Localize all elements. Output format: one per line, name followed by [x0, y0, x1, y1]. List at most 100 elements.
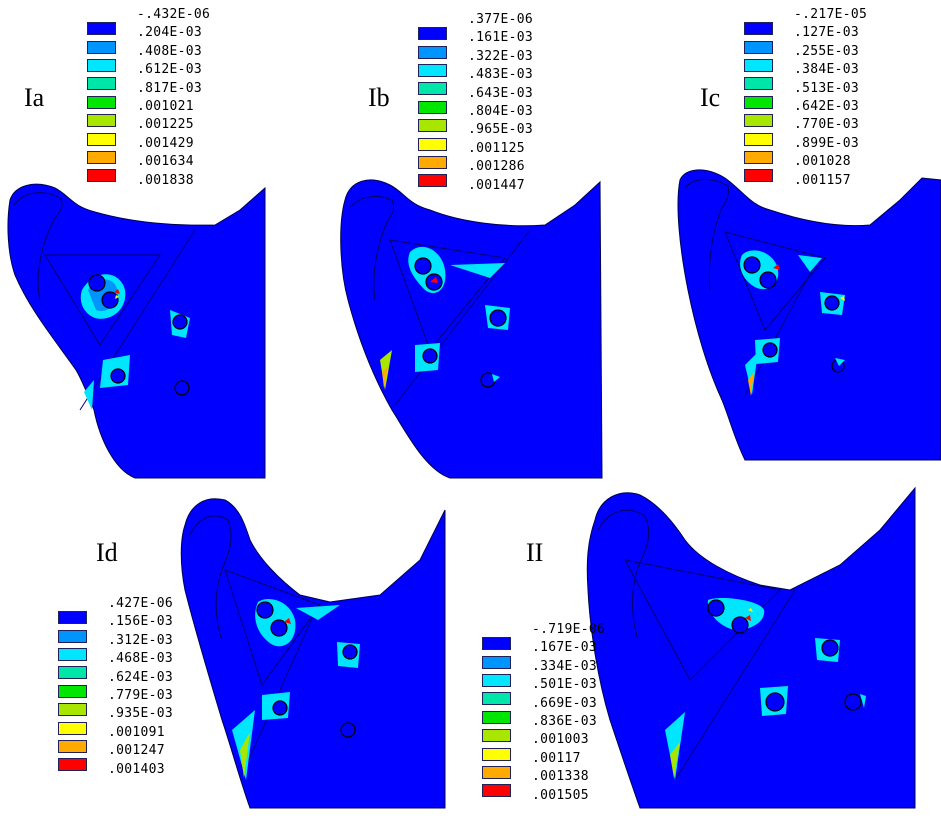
legend-value: .899E-03 [794, 135, 860, 151]
legend-color-swatch [482, 655, 511, 669]
bone-model [340, 179, 603, 479]
legend-value: .167E-03 [532, 640, 598, 656]
legend-value: .935E-03 [108, 706, 174, 722]
legend-color-swatch [418, 100, 447, 114]
legend-row: .001021 [87, 95, 247, 117]
legend-color-swatch [58, 721, 87, 735]
legend-color-swatch [87, 114, 116, 128]
legend-value: .001247 [108, 743, 165, 759]
legend-row: .156E-03 [58, 611, 218, 632]
legend-row: .001403 [58, 758, 218, 780]
legend-color-swatch [418, 174, 447, 188]
legend-row: .643E-03 [418, 82, 578, 104]
legend-value: .127E-03 [794, 25, 860, 41]
legend-value: .501E-03 [532, 677, 598, 693]
legend-color-swatch [482, 692, 511, 706]
legend-value: .468E-03 [108, 651, 174, 667]
legend-value: .384E-03 [794, 62, 860, 78]
legend-color-swatch [87, 132, 116, 146]
legend-row: .965E-03 [418, 119, 578, 140]
legend-row: .00117 [482, 747, 642, 769]
legend-row: .204E-03 [87, 22, 247, 43]
mesh-plot-ia [7, 183, 266, 479]
legend-row: .935E-03 [58, 703, 218, 724]
legend-row: .001338 [482, 766, 642, 787]
panel-ic: Ic [660, 0, 941, 470]
legend-color-swatch [482, 637, 511, 651]
legend-row: .001225 [87, 114, 247, 135]
legend-color-swatch [744, 22, 773, 36]
legend-color-swatch [58, 629, 87, 643]
legend-value: -.217E-05 [794, 7, 868, 22]
panel-ia: Ia [0, 0, 270, 480]
panel-label: Ib [368, 83, 390, 112]
legend-value: .001838 [137, 172, 194, 188]
legend-color-swatch [744, 169, 773, 183]
legend-value: .408E-03 [137, 43, 203, 59]
legend-color-swatch [58, 684, 87, 698]
legend-value: .001286 [468, 159, 525, 175]
legend-row: .642E-03 [744, 95, 904, 117]
legend-value: .001125 [468, 140, 525, 156]
legend-row: .770E-03 [744, 114, 904, 135]
legend-color-swatch [418, 119, 447, 133]
panel-label: Ia [24, 83, 45, 112]
panel-label: II [526, 538, 544, 567]
legend-row: .001838 [87, 169, 247, 191]
panel-label: Id [96, 538, 118, 567]
legend-row: .001286 [418, 156, 578, 177]
legend-value: .001157 [794, 172, 851, 188]
legend-value: .161E-03 [468, 30, 534, 46]
legend-value: .836E-03 [532, 714, 598, 729]
legend-color-swatch [58, 648, 87, 661]
legend-row: .001003 [482, 729, 642, 750]
mesh-plot-ic [677, 169, 941, 461]
legend-row: .001125 [418, 137, 578, 159]
legend-value: .001003 [532, 732, 589, 748]
legend-value: .642E-03 [794, 99, 860, 114]
legend-row: .779E-03 [58, 684, 218, 706]
legend-row: .001447 [418, 174, 578, 196]
legend-color-swatch [482, 784, 511, 798]
legend-row: .334E-03 [482, 655, 642, 677]
legend-color-swatch [418, 64, 447, 77]
legend-row: .001091 [58, 721, 218, 743]
legend-value: .255E-03 [794, 43, 860, 59]
legend-row: .669E-03 [482, 692, 642, 714]
legend-color-swatch [87, 169, 116, 183]
legend-color-swatch [87, 151, 116, 164]
legend-color-swatch [482, 729, 511, 743]
legend-value: .965E-03 [468, 122, 534, 138]
legend-row: .408E-03 [87, 40, 247, 62]
legend-row: -.217E-05 [744, 7, 904, 25]
legend-value: .001225 [137, 117, 194, 133]
legend-row: .483E-03 [418, 64, 578, 85]
panel-ii: II [470, 480, 941, 809]
legend-row: .001429 [87, 132, 247, 154]
legend-color-swatch [87, 95, 116, 109]
legend-color-swatch [58, 740, 87, 753]
legend-row: .384E-03 [744, 59, 904, 80]
legend-color-swatch [482, 766, 511, 779]
legend-value: .001403 [108, 761, 165, 777]
legend-row: .377E-06 [418, 12, 578, 30]
legend-value: .001021 [137, 99, 194, 114]
legend-value: .322E-03 [468, 48, 534, 64]
legend-value: .770E-03 [794, 117, 860, 133]
legend-value: .156E-03 [108, 614, 174, 630]
legend-value: .001028 [794, 154, 851, 170]
legend-color-swatch [418, 45, 447, 59]
legend-row: .468E-03 [58, 648, 218, 669]
legend-value: .001447 [468, 177, 525, 193]
bone-model [180, 498, 446, 809]
panel-ib: Ib [330, 0, 610, 480]
legend-row: .624E-03 [58, 666, 218, 688]
legend-color-swatch [418, 156, 447, 169]
legend-value: .00117 [532, 750, 581, 766]
legend-value: .624E-03 [108, 669, 174, 685]
legend-value: .204E-03 [137, 25, 203, 41]
legend-color-swatch [58, 666, 87, 680]
legend-value: .312E-03 [108, 632, 174, 648]
legend-color-swatch [58, 611, 87, 625]
legend-value: .779E-03 [108, 688, 174, 703]
